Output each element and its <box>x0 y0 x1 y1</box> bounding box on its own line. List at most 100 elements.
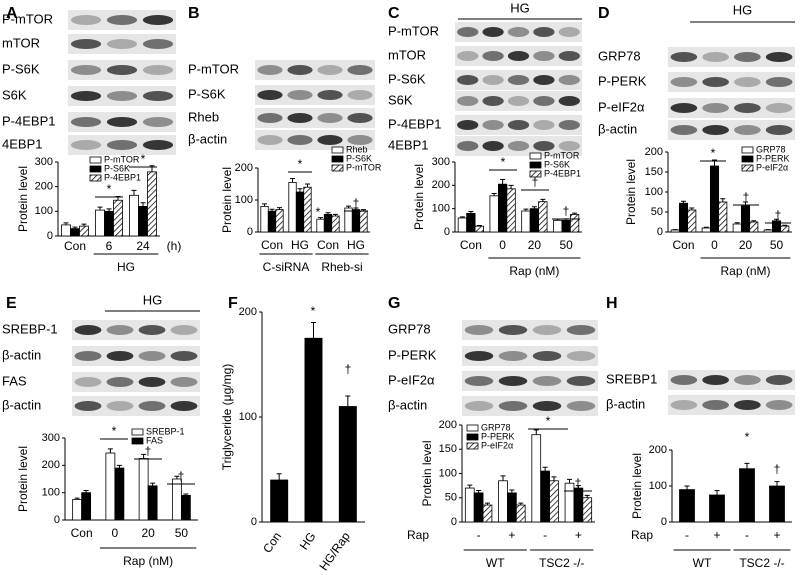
annotation: * <box>112 424 117 438</box>
blot-band <box>566 325 596 335</box>
error-bar <box>276 207 282 210</box>
blot-label: β-actin <box>388 397 427 412</box>
blot-strip <box>455 91 582 111</box>
annotation: † <box>532 175 539 189</box>
annotation: * <box>546 414 551 428</box>
blot-band <box>464 401 494 411</box>
blot-band <box>74 325 102 335</box>
blot-strip <box>255 108 375 128</box>
bar <box>489 195 499 233</box>
blot-band <box>507 51 530 61</box>
annotation: * <box>711 146 716 160</box>
blot-label: 4EBP1 <box>388 137 428 152</box>
blot-label: P-4EBP1 <box>388 116 441 131</box>
bar <box>739 468 755 523</box>
blot-band <box>287 113 313 123</box>
blot-label: P-PERK <box>388 347 437 362</box>
bar <box>79 225 89 237</box>
y-axis-label: Triglyceride (μg/mg) <box>220 364 234 471</box>
blot-band <box>734 400 761 410</box>
blot-band <box>558 27 580 37</box>
blot-band <box>317 113 343 123</box>
legend-swatch <box>89 156 102 164</box>
group-label: TSC2 -/- <box>539 556 584 570</box>
bar <box>678 202 689 233</box>
blot-band <box>106 15 138 25</box>
y-tick-label: 150 <box>439 443 457 455</box>
error-bar <box>714 490 720 495</box>
blot-label: S6K <box>2 87 27 102</box>
annotation: † <box>575 476 582 490</box>
panel-letter: D <box>598 5 610 22</box>
blot-band <box>532 401 562 411</box>
y-tick-label: 200 <box>439 419 457 431</box>
blot-band <box>287 65 313 75</box>
blot-band <box>558 51 580 61</box>
error-bar <box>584 494 590 498</box>
blot-band <box>498 376 528 386</box>
blot-band <box>70 39 102 49</box>
y-tick-label: 100 <box>42 487 60 499</box>
panel-letter: B <box>188 5 200 22</box>
annotation: * <box>298 157 303 171</box>
blot-band <box>765 375 793 385</box>
blot-band <box>670 103 698 113</box>
error-bar <box>107 448 113 454</box>
blot-band <box>482 96 504 106</box>
legend-label: P-S6K <box>104 163 130 173</box>
bar <box>114 467 125 521</box>
bar <box>171 478 182 521</box>
bar <box>529 208 540 233</box>
blot-band <box>702 77 729 87</box>
error-bar <box>509 489 515 493</box>
blot-header: HG <box>733 2 753 17</box>
legend-swatch <box>331 146 344 154</box>
blot-band <box>257 135 283 145</box>
legend-label: GRP78 <box>756 144 786 154</box>
bar <box>147 485 158 521</box>
error-bar <box>318 217 324 220</box>
annotation: † <box>178 469 185 483</box>
blot-band <box>734 375 761 385</box>
legend-label: SREBP-1 <box>146 426 185 436</box>
annotation: * <box>107 182 112 196</box>
legend-swatch <box>741 155 754 163</box>
x-tick-label: - <box>685 528 689 542</box>
group-label: Rap (nM) <box>509 264 559 278</box>
bar <box>129 194 139 237</box>
bar <box>464 487 475 523</box>
blot-strip <box>72 396 200 416</box>
blot-label: β-actin <box>2 397 41 412</box>
blot-strip <box>72 346 200 366</box>
error-bar <box>141 453 147 459</box>
bar <box>473 492 484 523</box>
blot-band <box>457 120 479 130</box>
y-tick-label: 0 <box>54 514 60 526</box>
legend-label: P-S6K <box>346 153 372 163</box>
blot-band <box>317 90 343 100</box>
error-bar <box>531 206 537 209</box>
x-tick-label: HG/Rap <box>317 529 354 573</box>
x-tick-label: HG <box>297 530 319 553</box>
error-bar <box>508 184 514 189</box>
blot-band <box>533 27 555 37</box>
error-bar <box>131 189 137 196</box>
bar <box>359 210 368 233</box>
blot-band <box>734 77 761 87</box>
blot-strip <box>462 320 598 340</box>
annotation: * <box>311 304 316 318</box>
blot-band <box>257 65 283 75</box>
y-tick-label: 300 <box>432 156 450 168</box>
error-bar <box>533 429 539 435</box>
x-tick-label: + <box>773 528 780 542</box>
legend-label: P-mTOR <box>346 162 382 172</box>
blot-band <box>347 135 373 145</box>
bar <box>138 458 149 521</box>
y-tick-label: 100 <box>35 205 53 217</box>
blot-band <box>106 65 138 75</box>
blot-band <box>170 351 198 361</box>
blot-band <box>533 96 555 106</box>
x-tick-label: Con <box>672 238 694 252</box>
x-tick-label: 20 <box>141 526 155 540</box>
